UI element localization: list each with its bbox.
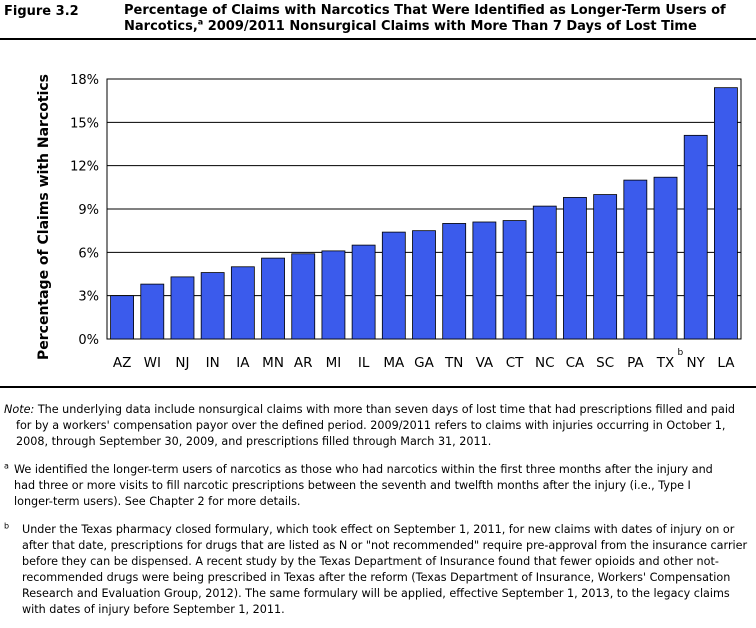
x-tick-label-az: AZ bbox=[113, 355, 131, 371]
footnote-b-line-1: Under the Texas pharmacy closed formular… bbox=[22, 523, 735, 536]
footnote-a-mark: a bbox=[4, 461, 9, 471]
x-tick-label-mi: MI bbox=[326, 355, 342, 371]
y-tick-label-5: 15% bbox=[70, 116, 99, 131]
x-tick-label-tx: TX bbox=[656, 355, 675, 371]
x-tick-label-sc: SC bbox=[596, 355, 614, 371]
note-line-3: 2008, through September 30, 2009, and pr… bbox=[16, 435, 492, 448]
x-tick-label-wi: WI bbox=[144, 355, 161, 371]
x-tick-label-la: LA bbox=[717, 355, 735, 371]
bar-ga bbox=[412, 230, 436, 340]
footnote-b-line-4: recommended drugs were being prescribed … bbox=[22, 571, 731, 584]
figure-title-footnote-a: a bbox=[197, 17, 204, 27]
y-tick-label-3: 9% bbox=[78, 203, 99, 218]
bar-mn bbox=[261, 257, 285, 340]
y-tick-label-0: 0% bbox=[78, 333, 99, 348]
x-tick-label-tn: TN bbox=[444, 355, 463, 371]
bar-ct bbox=[502, 220, 527, 340]
x-tick-label-nj: NJ bbox=[175, 355, 189, 371]
bar-sc bbox=[593, 194, 618, 340]
x-tick-label-il: IL bbox=[358, 355, 370, 371]
footnote-b-line-6: with dates of injury before September 1,… bbox=[22, 603, 285, 616]
figure-title-line2: Narcotics,a 2009/2011 Nonsurgical Claims… bbox=[124, 17, 754, 35]
bar-ma bbox=[381, 231, 406, 340]
footnote-b-mark: b bbox=[4, 521, 10, 531]
figure-title: Percentage of Claims with Narcotics That… bbox=[124, 3, 754, 35]
x-tick-superscript-tx: b bbox=[678, 348, 684, 358]
x-tick-label-nc: NC bbox=[535, 355, 555, 371]
footnote-a-line-1: We identified the longer-term users of n… bbox=[14, 463, 713, 476]
footnote-b-line-3: before they can be dispensed. A recent s… bbox=[22, 555, 719, 568]
bar-ca bbox=[563, 197, 587, 340]
x-tick-label-ga: GA bbox=[414, 355, 434, 371]
footnote-a-line-3: longer-term users). See Chapter 2 for mo… bbox=[14, 495, 301, 508]
figure-title-line2b: 2009/2011 Nonsurgical Claims with More T… bbox=[203, 19, 697, 34]
bar-ny bbox=[683, 134, 708, 340]
bar-va bbox=[472, 221, 497, 340]
footnote-a: a We identified the longer-term users of… bbox=[4, 461, 713, 508]
bar-pa bbox=[623, 179, 648, 340]
x-tick-label-ma: MA bbox=[383, 355, 405, 371]
x-tick-label-mn: MN bbox=[262, 355, 284, 371]
note-line-1: Note: The underlying data include nonsur… bbox=[4, 403, 736, 416]
x-tick-label-va: VA bbox=[476, 355, 494, 371]
footnote-b-line-5: Research and Evaluation Group, 2012). Th… bbox=[22, 587, 730, 600]
y-tick-label-4: 12% bbox=[70, 160, 99, 175]
bar-ia bbox=[230, 266, 255, 340]
note-line-2: for by a workers' compensation payor ove… bbox=[16, 419, 726, 432]
figure-label: Figure 3.2 bbox=[4, 4, 79, 19]
bar-nj bbox=[170, 276, 195, 340]
bar-mi bbox=[321, 250, 346, 340]
y-axis-label: Percentage of Claims with Narcotics bbox=[36, 74, 52, 360]
notes-rule bbox=[0, 386, 756, 388]
x-tick-label-ca: CA bbox=[566, 355, 585, 371]
footnote-a-line-2: had three or more visits to fill narcoti… bbox=[14, 479, 691, 492]
footnote-b: b Under the Texas pharmacy closed formul… bbox=[4, 521, 747, 616]
note-general: Note: The underlying data include nonsur… bbox=[4, 402, 735, 450]
bar-wi bbox=[140, 283, 165, 340]
note-label: Note: bbox=[4, 403, 35, 416]
y-tick-label-2: 6% bbox=[78, 246, 99, 261]
x-tick-label-pa: PA bbox=[627, 355, 644, 371]
bar-nc bbox=[532, 205, 557, 340]
bar-tn bbox=[442, 223, 467, 340]
x-tick-label-ia: IA bbox=[236, 355, 250, 371]
bar-la bbox=[714, 87, 738, 340]
y-tick-label-1: 3% bbox=[78, 290, 99, 305]
x-tick-label-in: IN bbox=[206, 355, 220, 371]
figure-header: Figure 3.2 Percentage of Claims with Nar… bbox=[0, 0, 756, 40]
figure-title-line2a: Narcotics, bbox=[124, 19, 198, 34]
x-tick-label-ct: CT bbox=[506, 355, 524, 371]
x-tick-label-ar: AR bbox=[294, 355, 313, 371]
x-tick-label-ny: NY bbox=[687, 355, 706, 371]
bar-az bbox=[110, 295, 134, 340]
footnote-b-line-2: after that date, prescriptions for drugs… bbox=[22, 539, 748, 552]
figure-title-line1: Percentage of Claims with Narcotics That… bbox=[124, 3, 726, 18]
bar-chart: 0% 3% 6% 9% 12% 15% 18% AZ WI NJ IN IA MN AR MI IL MA GA T… bbox=[36, 73, 742, 371]
bar-il bbox=[351, 244, 376, 340]
header-rule bbox=[0, 38, 756, 40]
bar-tx bbox=[653, 176, 678, 340]
y-tick-label-6: 18% bbox=[70, 73, 99, 88]
bar-in bbox=[200, 272, 225, 340]
bar-ar bbox=[291, 253, 316, 340]
